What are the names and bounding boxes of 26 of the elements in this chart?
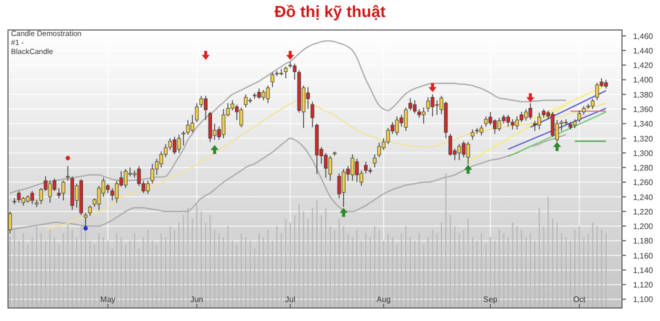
chart-title: Đồ thị kỹ thuật bbox=[274, 4, 386, 21]
y-tick-label: 1,440 bbox=[632, 46, 654, 56]
x-tick-label: May bbox=[100, 295, 116, 304]
y-tick-label: 1,280 bbox=[632, 164, 654, 173]
y-tick-label: 1,220 bbox=[632, 207, 654, 216]
y-tick-label: 1,380 bbox=[632, 90, 654, 100]
y-tick-label: 1,400 bbox=[632, 76, 654, 85]
y-tick-label: 1,140 bbox=[632, 266, 654, 275]
y-tick-label: 1,420 bbox=[632, 61, 654, 70]
y-tick-label: 1,240 bbox=[632, 192, 654, 202]
y-tick-label: 1,460 bbox=[632, 32, 654, 41]
x-tick-label: Sep bbox=[483, 295, 498, 304]
y-tick-label: 1,340 bbox=[632, 120, 654, 129]
y-tick-label: 1,160 bbox=[632, 251, 654, 260]
y-tick-label: 1,120 bbox=[632, 280, 654, 290]
y-tick-label: 1,200 bbox=[632, 222, 654, 232]
x-tick-label: Oct bbox=[573, 295, 586, 304]
y-tick-label: 1,320 bbox=[632, 134, 654, 144]
x-tick-label: Jul bbox=[285, 295, 296, 304]
y-tick-label: 1,360 bbox=[632, 105, 654, 114]
x-tick-label: Aug bbox=[376, 295, 391, 304]
y-tick-label: 1,300 bbox=[632, 148, 654, 158]
x-tick-label: Jun bbox=[190, 295, 204, 304]
y-tick-label: 1,100 bbox=[632, 295, 654, 304]
y-tick-label: 1,260 bbox=[632, 178, 654, 188]
y-tick-label: 1,180 bbox=[632, 236, 654, 246]
